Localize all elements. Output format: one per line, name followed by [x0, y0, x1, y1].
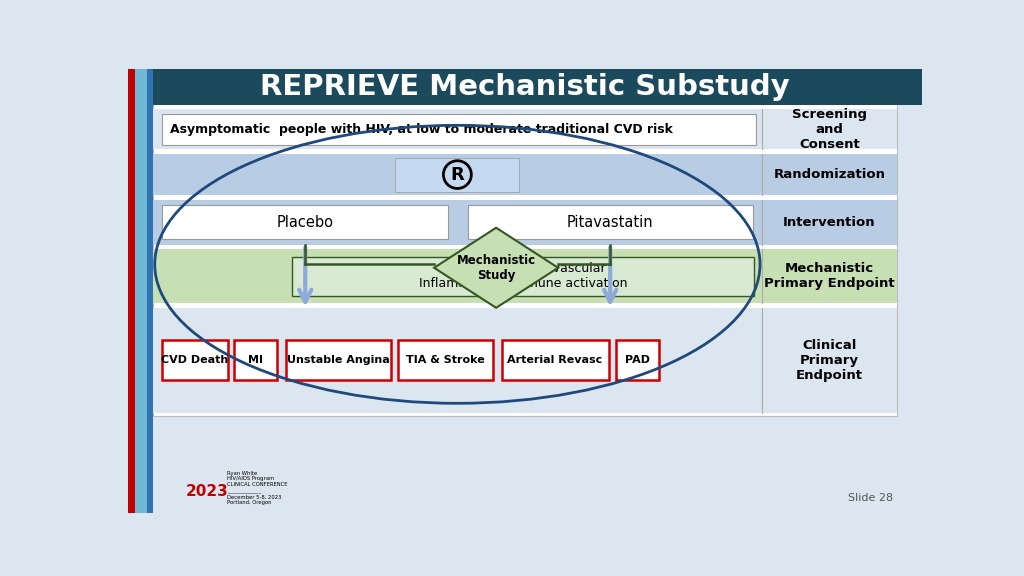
FancyBboxPatch shape — [502, 340, 608, 380]
Text: Clinical
Primary
Endpoint: Clinical Primary Endpoint — [796, 339, 863, 382]
Text: Mechanistic
Primary Endpoint: Mechanistic Primary Endpoint — [764, 262, 895, 290]
Text: Intervention: Intervention — [783, 216, 876, 229]
FancyBboxPatch shape — [153, 154, 897, 195]
Text: Mechanistic
Study: Mechanistic Study — [457, 254, 536, 282]
Text: Asymptomatic  people with HIV, at low to moderate traditional CVD risk: Asymptomatic people with HIV, at low to … — [170, 123, 673, 136]
FancyBboxPatch shape — [616, 340, 658, 380]
Text: Slide 28: Slide 28 — [848, 494, 893, 503]
FancyBboxPatch shape — [128, 69, 135, 513]
Text: MI: MI — [248, 355, 263, 365]
FancyBboxPatch shape — [162, 206, 449, 239]
Text: Coronary plaque, vascular
Inflammation, immune activation: Coronary plaque, vascular Inflammation, … — [419, 262, 628, 290]
Text: Ryan White
HIV/AIDS Program
CLINICAL CONFERENCE
_____________
December 5-8, 2023: Ryan White HIV/AIDS Program CLINICAL CON… — [227, 471, 288, 505]
Text: Randomization: Randomization — [773, 168, 886, 181]
Text: Screening
and
Consent: Screening and Consent — [792, 108, 867, 151]
FancyBboxPatch shape — [398, 340, 493, 380]
FancyBboxPatch shape — [153, 200, 897, 245]
FancyBboxPatch shape — [162, 340, 228, 380]
Text: Pitavastatin: Pitavastatin — [567, 215, 653, 230]
FancyBboxPatch shape — [153, 103, 897, 416]
FancyBboxPatch shape — [162, 114, 756, 145]
FancyBboxPatch shape — [395, 158, 519, 192]
Text: CVD Death: CVD Death — [162, 355, 228, 365]
Text: R: R — [451, 166, 464, 184]
FancyBboxPatch shape — [286, 340, 391, 380]
Text: Placebo: Placebo — [276, 215, 334, 230]
FancyBboxPatch shape — [153, 308, 897, 412]
FancyBboxPatch shape — [153, 249, 897, 303]
Text: Unstable Angina: Unstable Angina — [287, 355, 390, 365]
Text: REPRIEVE Mechanistic Substudy: REPRIEVE Mechanistic Substudy — [260, 73, 790, 101]
Text: Arterial Revasc: Arterial Revasc — [508, 355, 603, 365]
Text: PAD: PAD — [625, 355, 650, 365]
FancyBboxPatch shape — [234, 340, 276, 380]
FancyBboxPatch shape — [153, 109, 897, 149]
FancyBboxPatch shape — [135, 69, 146, 513]
FancyBboxPatch shape — [128, 69, 922, 104]
Polygon shape — [434, 228, 558, 308]
FancyBboxPatch shape — [292, 257, 755, 295]
FancyBboxPatch shape — [146, 69, 153, 513]
Text: TIA & Stroke: TIA & Stroke — [407, 355, 485, 365]
FancyBboxPatch shape — [468, 206, 753, 239]
Text: 2023: 2023 — [186, 484, 229, 499]
